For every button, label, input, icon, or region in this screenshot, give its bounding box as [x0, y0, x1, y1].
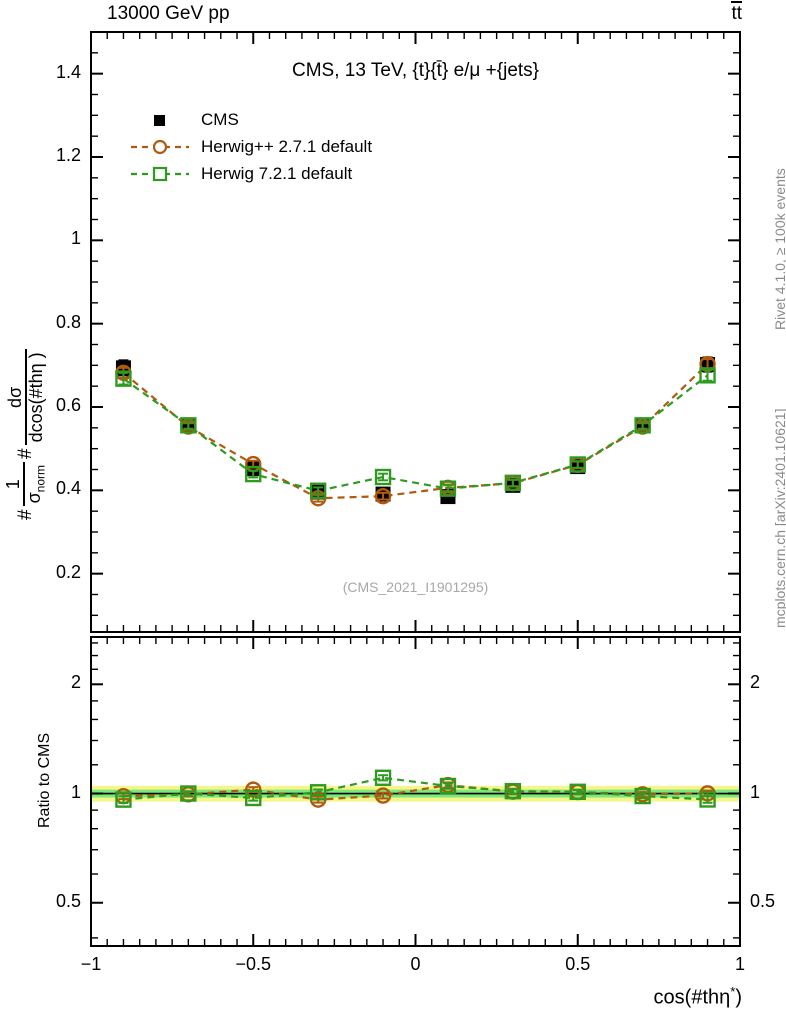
marker-open-square	[245, 789, 262, 807]
marker-open-square	[180, 785, 197, 802]
marker-open-square	[115, 791, 132, 808]
process-label-text: tt	[731, 1, 742, 24]
x-tick-label: −0.5	[235, 954, 272, 974]
series-line-1	[122, 363, 709, 500]
series-line-2	[122, 374, 709, 492]
marker-open-square	[374, 769, 392, 786]
y-tick-label-ratio-left: 2	[70, 672, 81, 693]
legend-entry-herwig7: Herwig 7.2.1 default	[129, 160, 372, 187]
x-axis-title: cos(#thη*)	[654, 984, 742, 1010]
marker-open-square	[569, 783, 586, 800]
legend-key-herwigpp	[129, 137, 191, 157]
marker-open-square	[699, 791, 716, 808]
y-tick-label-main: 1	[70, 228, 81, 249]
x-tick-label: 0	[410, 954, 421, 974]
y-tick-label-main: 0.2	[55, 561, 81, 582]
analysis-watermark: (CMS_2021_I1901295)	[342, 579, 489, 595]
x-tick-label: 0.5	[565, 954, 591, 974]
marker-open-square	[634, 787, 651, 805]
marker-open-square	[504, 782, 522, 800]
main-panel-frame	[90, 31, 741, 633]
y-tick-label-main: 1.4	[55, 61, 81, 82]
ratio-line-1	[123, 776, 708, 801]
y-tick-label-main: 1.2	[55, 145, 81, 165]
y-tick-label-ratio-right: 1	[750, 781, 761, 802]
y-tick-label-main: 0.4	[55, 478, 81, 499]
marker-open-square	[115, 370, 132, 387]
legend-label-herwig7: Herwig 7.2.1 default	[201, 163, 353, 183]
y-tick-label-main: 0.8	[55, 311, 81, 332]
marker-open-square	[634, 417, 651, 434]
ratio-line-0	[123, 783, 708, 801]
process-label: tt	[731, 1, 742, 25]
y-tick-label-ratio-left: 0.5	[55, 890, 81, 911]
legend-entry-herwigpp: Herwig++ 2.7.1 default	[129, 133, 372, 160]
marker-open-square	[245, 465, 262, 483]
legend-label-cms: CMS	[201, 109, 239, 129]
marker-open-square	[309, 784, 327, 801]
x-tick-label: −1	[80, 954, 102, 974]
marker-open-square	[569, 456, 586, 473]
marker-open-square	[504, 474, 522, 492]
legend-label-herwigpp: Herwig++ 2.7.1 default	[201, 136, 373, 156]
beam-energy-label: 13000 GeV pp	[107, 3, 230, 24]
marker-open-circle	[374, 487, 392, 505]
marker-open-square	[439, 480, 457, 497]
marker-open-square	[180, 417, 197, 434]
marker-filled-square	[245, 461, 261, 477]
x-axis-title-close: )	[735, 986, 742, 1009]
legend: CMS Herwig++ 2.7.1 default Herwig 7.2.1 …	[129, 106, 372, 187]
legend-key-herwig7	[129, 164, 191, 184]
x-axis-title-superscript: *	[730, 984, 736, 999]
marker-open-square	[439, 777, 457, 795]
plot-title: CMS, 13 TeV, {t}{t̄} e/μ +{jets}	[291, 60, 540, 81]
marker-open-square	[699, 367, 716, 384]
marker-open-square	[309, 482, 327, 499]
legend-entry-cms: CMS	[129, 106, 372, 133]
legend-key-cms	[129, 110, 191, 130]
y-tick-label-ratio-right: 2	[750, 672, 761, 693]
y-tick-label-ratio-right: 0.5	[750, 890, 776, 911]
x-tick-label: 1	[734, 954, 745, 974]
marker-open-square	[374, 468, 392, 486]
x-axis-title-main: cos(#thη	[653, 986, 731, 1009]
y-tick-label-ratio-left: 1	[70, 781, 81, 802]
marker-open-circle	[374, 787, 392, 804]
y-tick-label-main: 0.6	[55, 395, 81, 415]
